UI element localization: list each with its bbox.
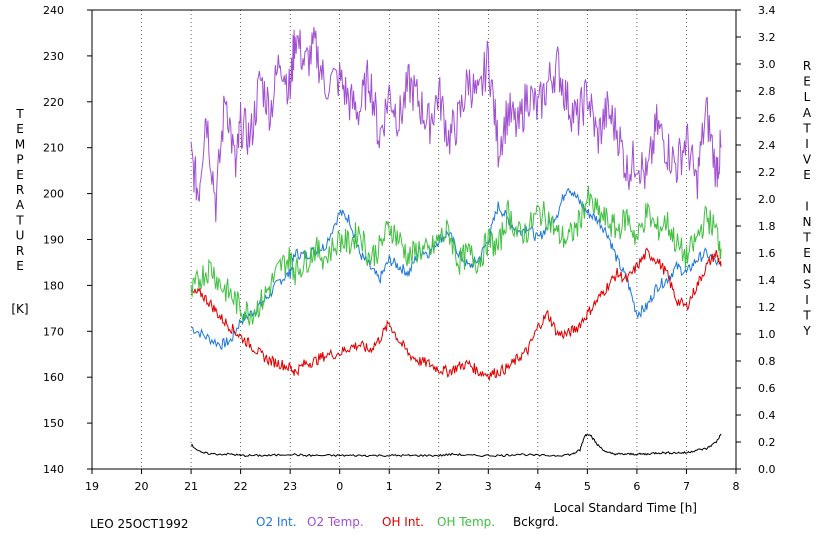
- legend-item: OH Int.: [382, 515, 424, 529]
- legend: O2 Int. O2 Temp. OH Int. OH Temp. Bckgrd.: [256, 515, 559, 529]
- y-left-tick-label: 190: [43, 234, 64, 247]
- x-tick-label: 1: [386, 480, 393, 493]
- series-line-oh-temp: [190, 185, 722, 326]
- y-right-title-letter: A: [803, 106, 812, 120]
- y-left-tick-label: 150: [43, 417, 64, 430]
- y-left-tick-label: 230: [43, 50, 64, 63]
- y-left-title-letter: U: [16, 229, 25, 243]
- x-tick-label: 22: [234, 480, 248, 493]
- y-right-title-letter: I: [805, 293, 809, 307]
- series-line-o2-int: [191, 187, 722, 351]
- y-right-title-letter: V: [803, 153, 812, 167]
- x-tick-label: 21: [184, 480, 198, 493]
- y-left-title-letter: E: [16, 259, 24, 273]
- y-right-tick-label: 1.2: [758, 301, 776, 314]
- y-right-title-letter: E: [803, 168, 811, 182]
- y-left-title-letter: R: [16, 244, 24, 258]
- y-right-title-letter: N: [803, 262, 812, 276]
- legend-item: O2 Int.: [256, 515, 297, 529]
- y-right-tick-label: 3.0: [758, 58, 776, 71]
- y-left-title-letter: R: [16, 183, 24, 197]
- x-tick-label: 23: [283, 480, 297, 493]
- y-axis-left: 140 150 160 170 180 190 200 210 220 230 240: [43, 4, 92, 476]
- y-right-tick-label: 1.8: [758, 220, 776, 233]
- series-line-oh-int: [190, 247, 722, 382]
- y-left-tick-label: 140: [43, 463, 64, 476]
- y-left-tick-label: 200: [43, 188, 64, 201]
- y-left-tick-label: 210: [43, 142, 64, 155]
- y-right-tick-label: 0.0: [758, 463, 776, 476]
- legend-item: OH Temp.: [437, 515, 495, 529]
- station-label: LEO 25OCT1992: [90, 517, 189, 531]
- y-right-title-letter: L: [804, 90, 811, 104]
- y-right-tick-label: 0.6: [758, 382, 776, 395]
- y-left-tick-label: 220: [43, 96, 64, 109]
- y-left-tick-label: 170: [43, 325, 64, 338]
- y-left-title-letter: E: [16, 168, 24, 182]
- x-axis-title: Local Standard Time [h]: [554, 501, 697, 515]
- y-right-title-letter: T: [802, 121, 811, 135]
- y-left-tick-label: 180: [43, 279, 64, 292]
- y-right-tick-label: 2.8: [758, 85, 776, 98]
- y-right-title-letter: E: [803, 75, 811, 89]
- y-right-title-letter: Y: [802, 324, 811, 338]
- y-left-tick-label: 240: [43, 4, 64, 17]
- y-left-title-letter: T: [15, 107, 24, 121]
- y-right-tick-label: 2.0: [758, 193, 776, 206]
- x-tick-label: 5: [584, 480, 591, 493]
- y-right-title-letter: R: [803, 59, 811, 73]
- y-left-title-letter: M: [15, 137, 25, 151]
- y-right-title-letter: I: [805, 137, 809, 151]
- y-right-title-letter: T: [802, 231, 811, 245]
- x-tick-label: 20: [135, 480, 149, 493]
- x-axis: 19 20 21 22 23 0 1 2 3 4 5 6 7 8: [85, 469, 740, 493]
- y-right-title-letter: N: [803, 215, 812, 229]
- y-right-tick-label: 2.4: [758, 139, 776, 152]
- y-right-tick-label: 2.2: [758, 166, 776, 179]
- y-right-tick-label: 1.0: [758, 328, 776, 341]
- series-layer: [190, 27, 722, 458]
- y-left-title-letter: P: [16, 153, 23, 167]
- y-right-tick-label: 3.2: [758, 31, 776, 44]
- legend-item: Bckgrd.: [513, 515, 559, 529]
- x-tick-label: 19: [85, 480, 99, 493]
- y-right-tick-label: 1.4: [758, 274, 776, 287]
- y-right-tick-label: 2.6: [758, 112, 776, 125]
- y-left-title-letter: A: [16, 198, 25, 212]
- y-right-tick-label: 0.4: [758, 409, 776, 422]
- x-tick-label: 4: [534, 480, 541, 493]
- y-left-title-letter: T: [15, 213, 24, 227]
- x-tick-label: 0: [336, 480, 343, 493]
- series-line-o2-temp: [190, 27, 722, 223]
- y-right-title-letter: S: [803, 277, 811, 291]
- y-right-tick-label: 0.2: [758, 436, 776, 449]
- x-tick-label: 8: [733, 480, 740, 493]
- series-line-bckgrd: [190, 433, 722, 458]
- x-tick-label: 2: [435, 480, 442, 493]
- y-right-tick-label: 3.4: [758, 4, 776, 17]
- y-left-tick-label: 160: [43, 371, 64, 384]
- y-left-title-letter: E: [16, 122, 24, 136]
- legend-item: O2 Temp.: [307, 515, 364, 529]
- y-right-tick-label: 0.8: [758, 355, 776, 368]
- x-tick-label: 6: [633, 480, 640, 493]
- y-right-tick-label: 1.6: [758, 247, 776, 260]
- y-right-title-letter: I: [805, 199, 809, 213]
- y-axis-right: 0.0 0.2 0.4 0.6 0.8 1.0 1.2 1.4 1.6 1.8 2.0 2.2 2.4 2…: [736, 4, 776, 476]
- y-right-title-letter: T: [802, 309, 811, 323]
- x-tick-label: 3: [485, 480, 492, 493]
- x-tick-label: 7: [683, 480, 690, 493]
- y-axis-left-unit: [K]: [11, 302, 28, 316]
- y-right-title-letter: E: [803, 246, 811, 260]
